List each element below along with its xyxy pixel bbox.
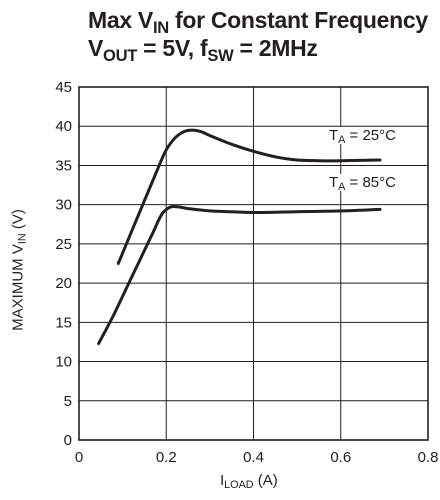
x-tick-label: 0.4: [243, 449, 264, 466]
x-tick-label: 0: [75, 449, 83, 466]
series-line-25c: [116, 128, 382, 265]
y-tick-label: 15: [55, 314, 72, 331]
grid: [79, 87, 428, 440]
tick-labels: 0 5 10 15 20 25 30 35 40 45 0 0.2 0.4 0.6 0.8: [55, 79, 438, 466]
y-tick-label: 45: [55, 79, 72, 96]
y-tick-label: 35: [55, 157, 72, 174]
chart-title-line-1: Max VIN for Constant Frequency: [88, 7, 428, 37]
y-tick-label: 20: [55, 275, 72, 292]
series-lines: [97, 128, 382, 345]
y-tick-label: 40: [55, 118, 72, 135]
x-tick-label: 0.6: [330, 449, 351, 466]
y-tick-label: 10: [55, 354, 72, 371]
series-label-85c: TA = 85°C: [329, 174, 396, 194]
x-tick-label: 0.8: [418, 449, 439, 466]
x-axis-label: ILOAD (A): [220, 472, 278, 492]
y-tick-label: 5: [64, 393, 72, 410]
plot-frame: [78, 86, 429, 441]
x-tick-label: 0.2: [156, 449, 177, 466]
y-tick-label: 25: [55, 236, 72, 253]
series-line-85c: [97, 204, 382, 345]
y-tick-label: 0: [64, 432, 72, 449]
series-label-25c: TA = 25°C: [329, 127, 396, 147]
y-tick-label: 30: [55, 197, 72, 214]
y-axis-label: MAXIMUM VIN (V): [9, 209, 29, 331]
chart-title-line-2: VOUT = 5V, fSW = 2MHz: [88, 35, 318, 65]
